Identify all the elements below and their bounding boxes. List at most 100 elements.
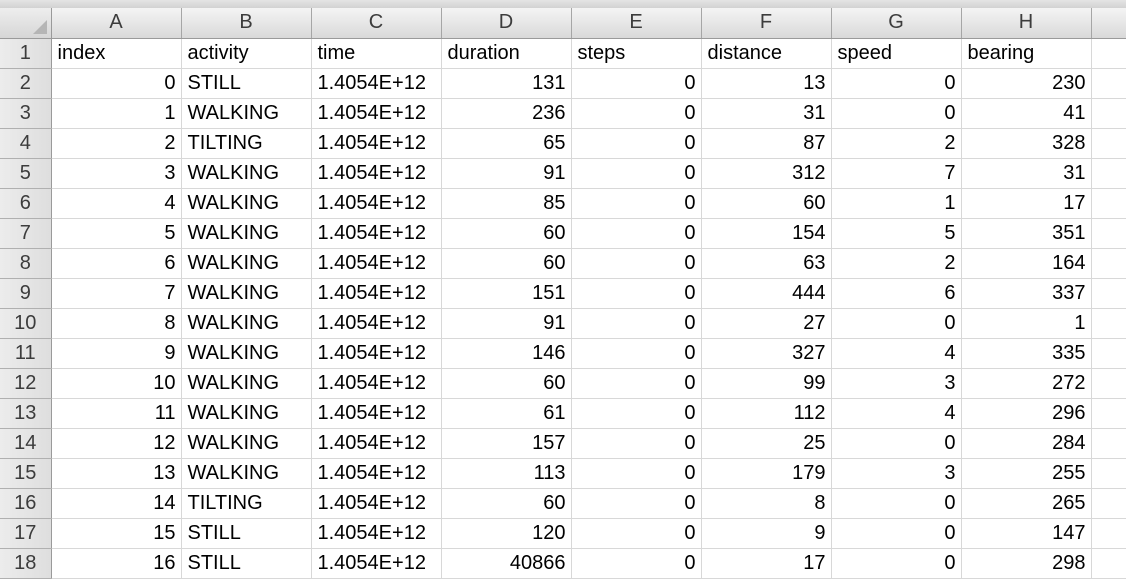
table-cell[interactable]: WALKING — [181, 158, 312, 189]
table-cell[interactable]: 2 — [831, 128, 962, 159]
empty-cell[interactable] — [1091, 308, 1126, 339]
table-cell[interactable]: 25 — [701, 428, 832, 459]
select-all-button[interactable] — [0, 8, 52, 39]
table-cell[interactable]: 0 — [571, 398, 702, 429]
table-cell[interactable]: 151 — [441, 278, 572, 309]
table-cell[interactable]: 112 — [701, 398, 832, 429]
table-cell[interactable]: 1.4054E+12 — [311, 68, 442, 99]
header-cell[interactable]: steps — [571, 38, 702, 69]
table-cell[interactable]: 40866 — [441, 548, 572, 579]
table-cell[interactable]: 296 — [961, 398, 1092, 429]
table-cell[interactable]: 236 — [441, 98, 572, 129]
table-cell[interactable]: 1 — [51, 98, 182, 129]
table-cell[interactable]: 1.4054E+12 — [311, 278, 442, 309]
table-cell[interactable]: 0 — [571, 458, 702, 489]
table-cell[interactable]: 85 — [441, 188, 572, 219]
table-cell[interactable]: 8 — [701, 488, 832, 519]
table-cell[interactable]: 0 — [831, 488, 962, 519]
table-cell[interactable]: WALKING — [181, 188, 312, 219]
table-cell[interactable]: 14 — [51, 488, 182, 519]
empty-cell[interactable] — [1091, 248, 1126, 279]
row-header[interactable]: 14 — [0, 428, 52, 459]
row-header[interactable]: 10 — [0, 308, 52, 339]
table-cell[interactable]: 335 — [961, 338, 1092, 369]
table-cell[interactable]: 61 — [441, 398, 572, 429]
table-cell[interactable]: 0 — [571, 218, 702, 249]
row-header[interactable]: 7 — [0, 218, 52, 249]
table-cell[interactable]: TILTING — [181, 128, 312, 159]
row-header[interactable]: 6 — [0, 188, 52, 219]
row-header[interactable]: 1 — [0, 38, 52, 69]
column-header[interactable]: C — [311, 8, 442, 39]
empty-cell[interactable] — [1091, 68, 1126, 99]
table-cell[interactable]: 91 — [441, 158, 572, 189]
table-cell[interactable]: 7 — [51, 278, 182, 309]
table-cell[interactable]: WALKING — [181, 428, 312, 459]
table-cell[interactable]: 9 — [51, 338, 182, 369]
table-cell[interactable]: 7 — [831, 158, 962, 189]
table-cell[interactable]: 2 — [51, 128, 182, 159]
row-header[interactable]: 18 — [0, 548, 52, 579]
column-header[interactable]: F — [701, 8, 832, 39]
table-cell[interactable]: 0 — [571, 188, 702, 219]
table-cell[interactable]: 0 — [571, 278, 702, 309]
table-cell[interactable]: 1.4054E+12 — [311, 128, 442, 159]
empty-cell[interactable] — [1091, 188, 1126, 219]
row-header[interactable]: 13 — [0, 398, 52, 429]
table-cell[interactable]: 4 — [831, 338, 962, 369]
table-cell[interactable]: 328 — [961, 128, 1092, 159]
row-header[interactable]: 12 — [0, 368, 52, 399]
table-cell[interactable]: 3 — [831, 458, 962, 489]
column-header[interactable]: B — [181, 8, 312, 39]
table-cell[interactable]: 0 — [571, 68, 702, 99]
table-cell[interactable]: 327 — [701, 338, 832, 369]
table-cell[interactable]: 0 — [831, 308, 962, 339]
table-cell[interactable]: STILL — [181, 548, 312, 579]
table-cell[interactable]: STILL — [181, 68, 312, 99]
table-cell[interactable]: 0 — [571, 368, 702, 399]
row-header[interactable]: 8 — [0, 248, 52, 279]
table-cell[interactable]: 1.4054E+12 — [311, 158, 442, 189]
table-cell[interactable]: 1.4054E+12 — [311, 518, 442, 549]
table-cell[interactable]: 6 — [51, 248, 182, 279]
table-cell[interactable]: WALKING — [181, 368, 312, 399]
table-cell[interactable]: 11 — [51, 398, 182, 429]
table-cell[interactable]: 0 — [831, 548, 962, 579]
table-cell[interactable]: 265 — [961, 488, 1092, 519]
table-cell[interactable]: 0 — [51, 68, 182, 99]
table-cell[interactable]: 60 — [441, 218, 572, 249]
table-cell[interactable]: 99 — [701, 368, 832, 399]
table-cell[interactable]: 113 — [441, 458, 572, 489]
header-cell[interactable]: distance — [701, 38, 832, 69]
table-cell[interactable]: 60 — [441, 488, 572, 519]
table-cell[interactable]: 337 — [961, 278, 1092, 309]
table-cell[interactable]: 444 — [701, 278, 832, 309]
header-cell[interactable]: time — [311, 38, 442, 69]
table-cell[interactable]: 351 — [961, 218, 1092, 249]
table-cell[interactable]: 31 — [961, 158, 1092, 189]
empty-cell[interactable] — [1091, 38, 1126, 69]
empty-cell[interactable] — [1091, 518, 1126, 549]
table-cell[interactable]: WALKING — [181, 338, 312, 369]
table-cell[interactable]: 15 — [51, 518, 182, 549]
header-cell[interactable]: index — [51, 38, 182, 69]
table-cell[interactable]: 0 — [831, 68, 962, 99]
table-cell[interactable]: 13 — [51, 458, 182, 489]
table-cell[interactable]: WALKING — [181, 278, 312, 309]
table-cell[interactable]: TILTING — [181, 488, 312, 519]
table-cell[interactable]: 4 — [831, 398, 962, 429]
table-cell[interactable]: 12 — [51, 428, 182, 459]
table-cell[interactable]: 164 — [961, 248, 1092, 279]
table-cell[interactable]: 120 — [441, 518, 572, 549]
table-cell[interactable]: 312 — [701, 158, 832, 189]
table-cell[interactable]: 131 — [441, 68, 572, 99]
table-cell[interactable]: WALKING — [181, 98, 312, 129]
empty-cell[interactable] — [1091, 368, 1126, 399]
column-header[interactable]: G — [831, 8, 962, 39]
table-cell[interactable]: WALKING — [181, 398, 312, 429]
table-cell[interactable]: WALKING — [181, 248, 312, 279]
empty-cell[interactable] — [1091, 128, 1126, 159]
header-cell[interactable]: bearing — [961, 38, 1092, 69]
column-header[interactable]: H — [961, 8, 1092, 39]
row-header[interactable]: 2 — [0, 68, 52, 99]
